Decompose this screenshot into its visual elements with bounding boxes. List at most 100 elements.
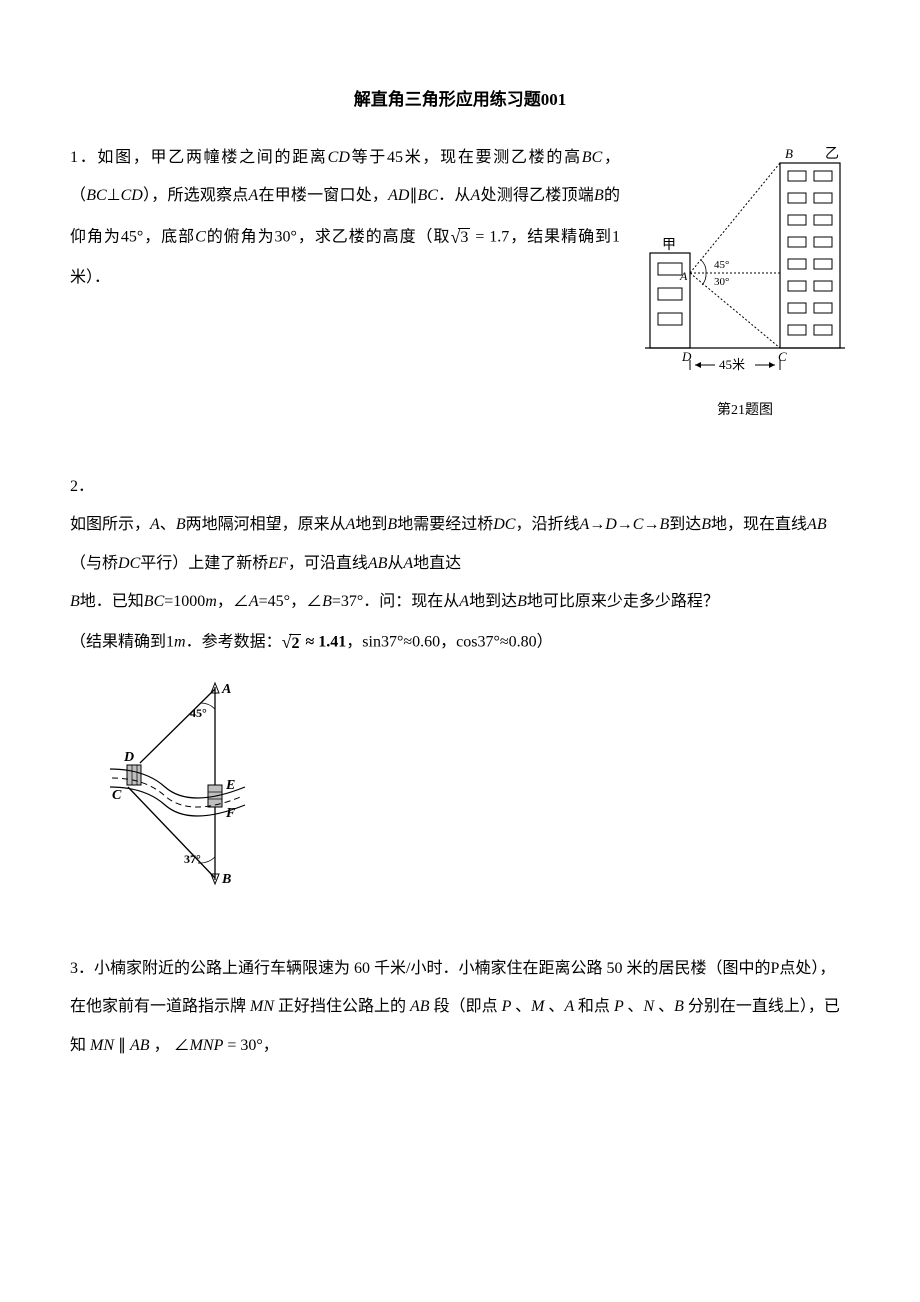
v: m xyxy=(174,634,186,651)
svg-text:45米: 45米 xyxy=(719,357,745,372)
t: 地到达 xyxy=(469,593,517,610)
v: AB xyxy=(807,516,827,533)
t: =1000 xyxy=(164,593,205,610)
t: 、 xyxy=(160,516,176,533)
svg-text:30°: 30° xyxy=(714,276,729,288)
t: 正好挡住公路上的 xyxy=(278,998,406,1015)
t: 等于45米，现在要测乙楼的高 xyxy=(350,149,582,166)
var-a: A xyxy=(249,187,259,204)
var-a2: A xyxy=(471,187,481,204)
v: DC xyxy=(493,516,515,533)
svg-text:45°: 45° xyxy=(190,706,207,720)
t: ．从 xyxy=(438,187,471,204)
v: AB xyxy=(130,1037,154,1054)
v: B xyxy=(70,593,80,610)
t: 地需要经过桥 xyxy=(397,516,493,533)
t: 、 xyxy=(515,998,531,1015)
v: MNP xyxy=(190,1037,224,1054)
var-bc2: BC xyxy=(86,187,106,204)
p3-num: 3． xyxy=(70,960,94,977)
svg-text:45°: 45° xyxy=(714,259,729,271)
problem-2-text: 如图所示，A、B两地隔河相望，原来从A地到B地需要经过桥DC，沿折线A→D→C→… xyxy=(70,506,850,664)
v: A xyxy=(346,516,356,533)
t: 地．已知 xyxy=(80,593,144,610)
v: A xyxy=(403,555,413,572)
svg-text:C: C xyxy=(778,349,787,364)
t: ，∠ xyxy=(217,593,249,610)
t: ），所选观察点 xyxy=(143,187,249,204)
v: M xyxy=(531,998,548,1015)
v: A xyxy=(150,516,160,533)
t: 两地隔河相望，原来从 xyxy=(186,516,346,533)
t: （结果精确到1 xyxy=(70,634,174,651)
figure-1: B 乙 甲 A 45° 30° D C 45米 第21题图 xyxy=(640,139,850,428)
t: ，沿折线 xyxy=(515,516,579,533)
t: 、 xyxy=(658,998,674,1015)
problem-2: 2． 如图所示，A、B两地隔河相望，原来从A地到B地需要经过桥DC，沿折线A→D… xyxy=(70,468,850,910)
v: A→D→C→B xyxy=(579,516,669,533)
svg-text:D: D xyxy=(123,750,134,765)
var-cd: CD xyxy=(328,149,350,166)
figure-1-svg: B 乙 甲 A 45° 30° D C 45米 xyxy=(640,143,850,373)
svg-text:乙: 乙 xyxy=(825,146,839,162)
var-bc: BC xyxy=(582,149,602,166)
v: MN xyxy=(86,1037,118,1054)
svg-text:F: F xyxy=(225,806,236,821)
t: = 30°， xyxy=(223,1037,278,1054)
t: 平行）上建了新桥 xyxy=(140,555,268,572)
v: B xyxy=(176,516,186,533)
t: 、 xyxy=(548,998,564,1015)
v: m xyxy=(205,593,217,610)
v: BC xyxy=(144,593,164,610)
v: A xyxy=(459,593,469,610)
v: A xyxy=(564,998,577,1015)
t: 地，现在直线 xyxy=(711,516,807,533)
t: ∥ xyxy=(118,1037,130,1054)
t: 、 xyxy=(627,998,643,1015)
t: 的俯角为30°，求乙楼的高度（取 xyxy=(206,228,451,245)
t: （与桥 xyxy=(70,555,118,572)
sqrt2: √2 xyxy=(282,621,302,664)
v: B xyxy=(701,516,711,533)
v: P xyxy=(498,998,515,1015)
svg-text:C: C xyxy=(112,788,122,803)
svg-text:B: B xyxy=(221,872,231,887)
t: =45°，∠ xyxy=(259,593,322,610)
t: 在甲楼一窗口处， xyxy=(258,187,388,204)
v: EF xyxy=(268,555,288,572)
problem-3: 3．小楠家附近的公路上通行车辆限速为 60 千米/小时．小楠家住在距离公路 50… xyxy=(70,950,850,1065)
t: ， ∠ xyxy=(154,1037,190,1054)
v: AB xyxy=(368,555,388,572)
v: A xyxy=(249,593,259,610)
svg-text:E: E xyxy=(225,778,235,793)
t: ，sin37°≈0.60，cos37°≈0.80） xyxy=(346,634,552,651)
t: 如图所示， xyxy=(70,516,150,533)
problem-1: 1．如图，甲乙两幢楼之间的距离CD等于45米，现在要测乙楼的高BC，（BC⊥CD… xyxy=(70,139,850,428)
figure-2-svg: 45° 37° A B D C E F xyxy=(110,675,270,895)
var-cd2: CD xyxy=(121,187,143,204)
p2-num: 2． xyxy=(70,468,850,506)
t: 从 xyxy=(387,555,403,572)
var-b: B xyxy=(594,187,604,204)
eq: = 1.7 xyxy=(470,228,509,245)
t: ，可沿直线 xyxy=(288,555,368,572)
t: 段（即点 xyxy=(434,998,498,1015)
v: B xyxy=(674,998,688,1015)
sqrt3: √3 xyxy=(450,216,470,259)
var-bc3: BC xyxy=(417,187,437,204)
perp: ⊥ xyxy=(107,187,121,204)
t: 地直达 xyxy=(413,555,461,572)
svg-text:甲: 甲 xyxy=(662,238,676,253)
v: AB xyxy=(406,998,434,1015)
v: P xyxy=(610,998,627,1015)
t: =37°．问：现在从 xyxy=(332,593,459,610)
figure-2: 45° 37° A B D C E F xyxy=(110,675,850,910)
t: 如图，甲乙两幢楼之间的距离 xyxy=(97,149,327,166)
var-ad: AD xyxy=(388,187,409,204)
svg-text:37°: 37° xyxy=(184,852,201,866)
t: 到达 xyxy=(669,516,701,533)
t: 地可比原来少走多少路程？ xyxy=(527,593,719,610)
v: B xyxy=(517,593,527,610)
p1-num: 1． xyxy=(70,149,97,166)
svg-text:A: A xyxy=(221,682,231,697)
